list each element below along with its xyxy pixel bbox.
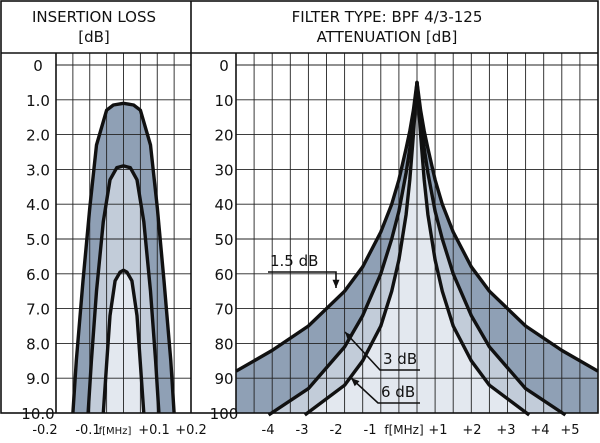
left-y-tick-label: 2.0 [26,127,50,145]
right-x-tick-label: f[MHz] [384,423,423,437]
header: INSERTION LOSS [dB] FILTER TYPE: BPF 4/3… [32,8,482,46]
right-y-tick-label: 50 [214,231,233,249]
legend-leader-3 [350,377,420,404]
left-series-line-3 [101,268,146,414]
right-y-tick-label: 80 [214,335,233,353]
insertion-loss-curves [71,101,176,414]
right-y-tick-label: 0 [219,57,229,75]
left-y-tick-label: 0 [33,57,43,75]
insertion-loss-y-ticks: 0 1.0 2.0 3.0 4.0 5.0 6.0 7.0 8.0 9.0 10.0 [21,57,54,423]
legend-arrow-2 [345,332,354,341]
left-y-tick-label: 3.0 [26,161,50,179]
left-x-tick-label: f[MHz] [99,426,132,437]
right-y-tick-label: 20 [214,127,233,145]
right-header-line1: FILTER TYPE: BPF 4/3-125 [292,8,483,26]
left-y-tick-label: 6.0 [26,266,50,284]
right-x-tick-label: -1 [364,423,377,438]
attenuation-panel: 0 10 20 30 40 50 60 70 80 90 100 -4 -3 -2 -1 f[MHz] +1 +… [210,53,599,438]
right-x-tick-label: +1 [428,423,447,438]
right-x-tick-label: +4 [530,423,549,438]
outer-frame [0,0,599,414]
right-x-tick-label: -3 [296,423,309,438]
left-y-tick-label: 8.0 [26,335,50,353]
left-series-line-1 [71,101,176,414]
right-y-tick-label: 10 [214,92,233,110]
left-y-tick-label: 10.0 [21,405,54,423]
legend-label-3: 6 dB [381,383,415,401]
right-y-tick-label: 60 [214,266,233,284]
left-x-tick-label: +0.2 [175,423,207,438]
right-x-tick-label: +5 [560,423,579,438]
left-x-tick-label: -0.1 [75,423,100,438]
right-header-line2: ATTENUATION [dB] [317,28,458,46]
left-header-line2: [dB] [78,28,110,46]
attenuation-y-ticks: 0 10 20 30 40 50 60 70 80 90 100 [210,57,239,423]
insertion-loss-panel: 01.02.03.04.05.06.07.08.09.010.0 -0.2 -0.… [21,53,207,438]
left-y-tick-label: 7.0 [26,301,50,319]
legend-arrow-3 [351,378,360,387]
right-x-tick-label: +2 [462,423,481,438]
right-y-tick-label: 90 [214,370,233,388]
left-y-tick-label: 1.0 [26,92,50,110]
right-y-tick-label: 70 [214,301,233,319]
left-y-tick-label: 9.0 [26,370,50,388]
attenuation-x-ticks: -4 -3 -2 -1 f[MHz] +1 +2 +3 +4 +5 [262,423,580,438]
left-x-tick-label: +0.1 [138,423,170,438]
legend-label-2: 3 dB [383,350,417,368]
frame [0,0,599,414]
attenuation-legend: 1.5 dB 3 dB 6 dB [268,252,420,404]
right-series-line-3 [303,80,531,417]
left-series-line-2 [86,164,161,414]
left-y-tick-label: 5.0 [26,231,50,249]
left-x-tick-label: -0.2 [32,423,57,438]
legend-arrow-1 [332,279,340,288]
right-x-tick-label: -4 [262,423,275,438]
right-y-tick-label: 30 [214,161,233,179]
left-header-line1: INSERTION LOSS [32,8,156,26]
right-x-tick-label: +3 [496,423,515,438]
right-y-tick-label: 40 [214,196,233,214]
right-y-tick-label: 100 [210,405,239,423]
legend-label-1: 1.5 dB [270,252,318,270]
right-x-tick-label: -2 [330,423,343,438]
insertion-loss-x-ticks: -0.2 -0.1f[MHz] +0.1 +0.2 [32,423,206,438]
legend-leader-1 [268,271,337,288]
legend-leader-2 [344,331,420,371]
attenuation-curves [235,80,599,417]
left-y-tick-label: 4.0 [26,196,50,214]
